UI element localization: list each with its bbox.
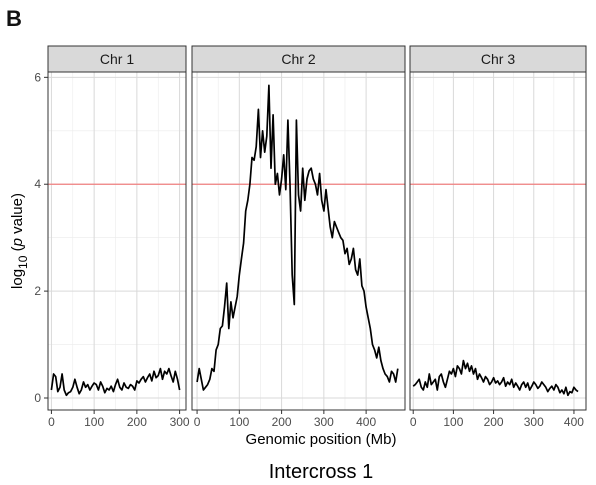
y-axis-title: log10 (p value)	[9, 193, 30, 289]
y-tick-label: 0	[34, 391, 41, 405]
figure-caption: Intercross 1	[269, 461, 373, 483]
x-tick-label: 300	[524, 415, 544, 429]
series-line-1	[50, 367, 181, 397]
facet-panel-border	[47, 71, 187, 411]
facet-1: Chr 1 0 100 200 300	[47, 45, 190, 429]
series-line-3	[412, 359, 579, 397]
facet-panel-bg	[410, 72, 586, 410]
x-tick-label: 200	[272, 415, 292, 429]
facet-strip	[47, 45, 187, 73]
facet-panel-bg	[48, 72, 186, 410]
x-tick-label: 0	[48, 415, 55, 429]
facet-strip-label: Chr 2	[281, 51, 315, 67]
x-tick-label: 0	[194, 415, 201, 429]
facet-panel-border	[191, 71, 406, 411]
x-tick-label: 300	[170, 415, 190, 429]
y-tick-label: 2	[34, 284, 41, 298]
facet-panel-bg	[192, 72, 405, 410]
x-tick-label: 0	[410, 415, 417, 429]
x-tick-label: 400	[356, 415, 376, 429]
facet-strip-label: Chr 1	[100, 51, 134, 67]
facet-strip	[191, 45, 406, 73]
facet-strip-label: Chr 3	[481, 51, 515, 67]
facet-3: Chr 3 0 100 200 300 400	[409, 45, 587, 429]
x-tick-label: 200	[127, 415, 147, 429]
x-tick-label: 100	[443, 415, 463, 429]
facet-2: Chr 2 0 100 200 300 400	[191, 45, 406, 429]
series-line-2	[196, 84, 399, 391]
x-axis-title: Genomic position (Mb)	[246, 431, 397, 448]
x-tick-label: 400	[564, 415, 584, 429]
panel-label: B	[6, 6, 22, 31]
facet-panel-border	[409, 71, 587, 411]
x-tick-label: 300	[314, 415, 334, 429]
y-tick-label: 6	[34, 70, 41, 84]
x-tick-label: 100	[229, 415, 249, 429]
x-tick-label: 200	[484, 415, 504, 429]
y-tick-label: 4	[34, 177, 41, 191]
x-tick-label: 100	[84, 415, 104, 429]
